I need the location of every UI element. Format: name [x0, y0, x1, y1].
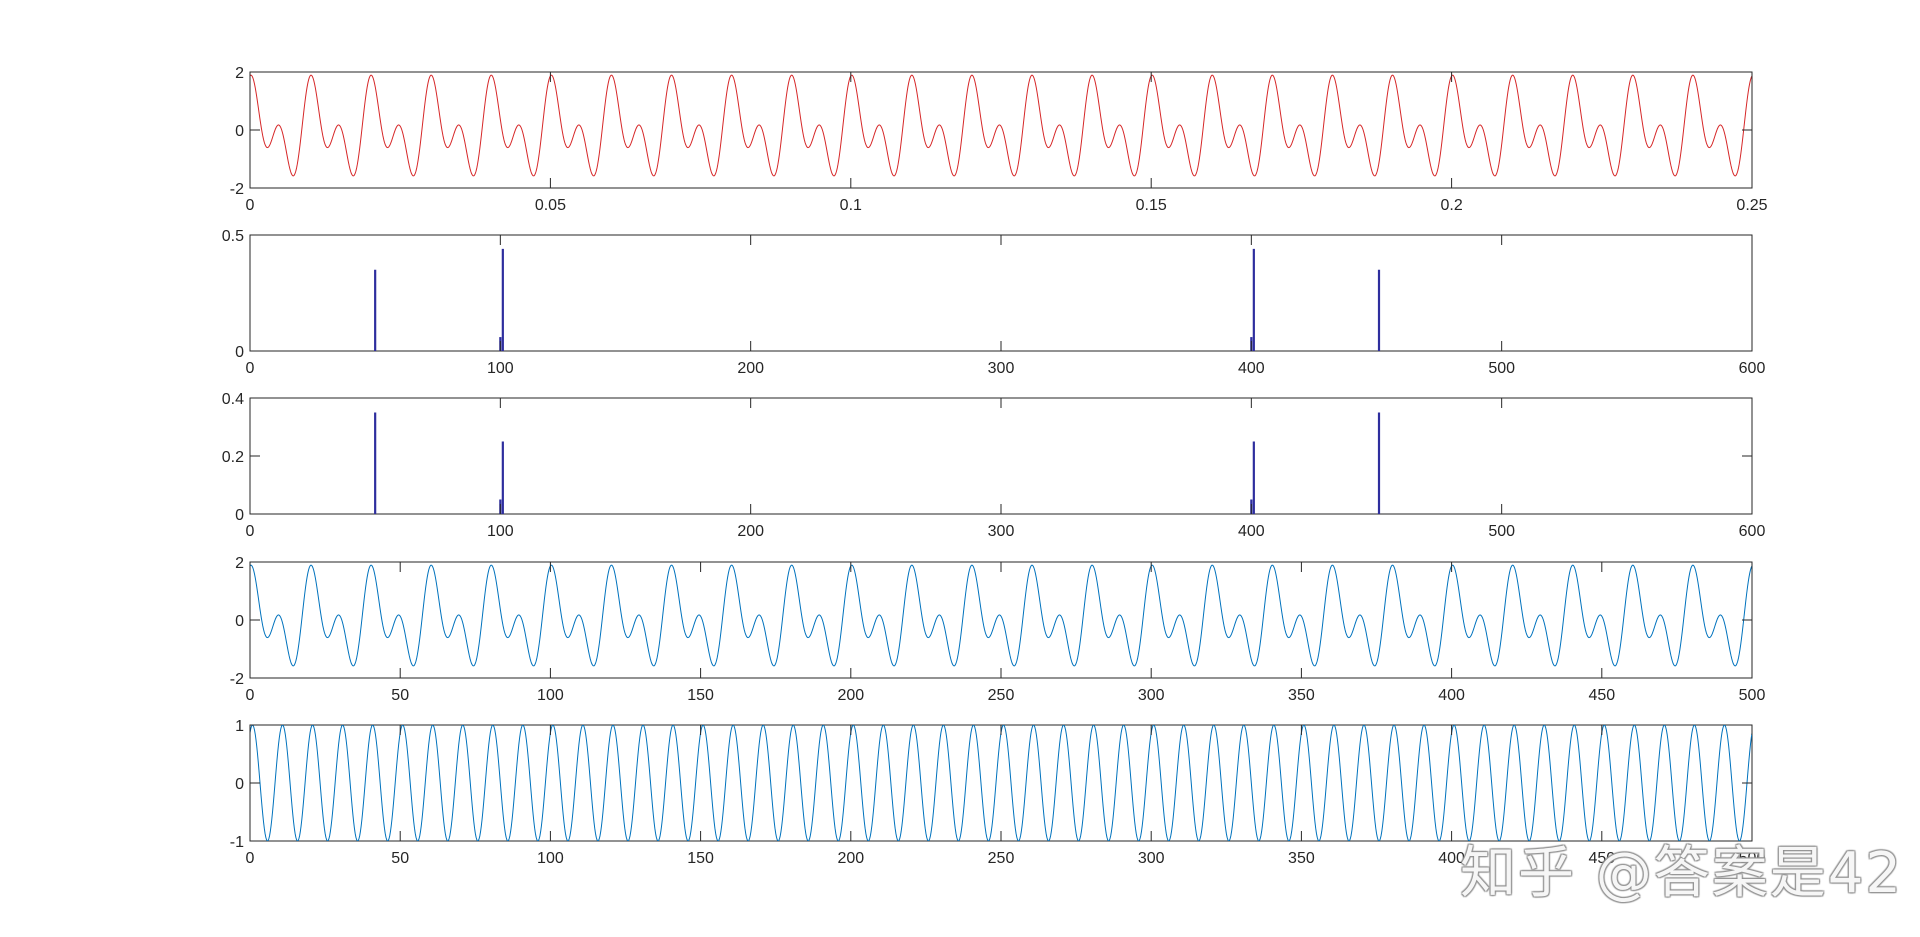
- x-tick-label: 300: [988, 360, 1015, 377]
- x-tick-label: 50: [391, 850, 409, 867]
- y-tick-label: 1: [235, 718, 244, 735]
- x-tick-label: 350: [1288, 687, 1315, 704]
- x-tick-label: 500: [1739, 687, 1766, 704]
- x-tick-label: 400: [1238, 360, 1265, 377]
- x-tick-label: 50: [391, 687, 409, 704]
- x-tick-label: 150: [687, 687, 714, 704]
- x-tick-label: 400: [1238, 523, 1265, 540]
- x-tick-label: 300: [988, 523, 1015, 540]
- x-tick-label: 450: [1588, 850, 1615, 867]
- y-tick-label: -2: [230, 181, 244, 198]
- x-tick-label: 100: [487, 523, 514, 540]
- axes-frame: [249, 234, 1753, 352]
- x-tick-label: 600: [1739, 360, 1766, 377]
- y-tick-label: 0: [235, 776, 244, 793]
- x-tick-label: 100: [537, 687, 564, 704]
- x-tick-label: 200: [737, 360, 764, 377]
- y-tick-label: 2: [235, 555, 244, 572]
- x-tick-label: 600: [1739, 523, 1766, 540]
- x-tick-label: 300: [1138, 850, 1165, 867]
- x-tick-label: 100: [537, 850, 564, 867]
- x-tick-label: 0: [246, 850, 255, 867]
- axes-4: 0 50 100 150 200 250 300 350 400 450 500-202: [230, 555, 1766, 704]
- x-tick-label: 500: [1739, 850, 1766, 867]
- x-tick-label: 0.15: [1136, 197, 1167, 214]
- y-tick-label: 0: [235, 613, 244, 630]
- x-tick-label: 400: [1438, 687, 1465, 704]
- y-tick-label: 0.2: [222, 449, 244, 466]
- x-tick-label: 0.25: [1736, 197, 1767, 214]
- x-tick-label: 200: [837, 687, 864, 704]
- x-tick-label: 350: [1288, 850, 1315, 867]
- y-tick-label: 0.4: [222, 391, 244, 408]
- y-tick-label: 0.5: [222, 228, 244, 245]
- axes-frame: [249, 724, 1753, 842]
- x-tick-label: 450: [1588, 687, 1615, 704]
- y-tick-label: -1: [230, 834, 244, 851]
- x-tick-label: 500: [1488, 360, 1515, 377]
- x-tick-label: 0.1: [840, 197, 862, 214]
- x-tick-label: 150: [687, 850, 714, 867]
- y-tick-label: 2: [235, 65, 244, 82]
- x-tick-label: 500: [1488, 523, 1515, 540]
- x-tick-label: 0.2: [1440, 197, 1462, 214]
- y-tick-label: -2: [230, 671, 244, 688]
- x-tick-label: 200: [837, 850, 864, 867]
- x-tick-label: 0: [246, 687, 255, 704]
- x-tick-label: 0: [246, 197, 255, 214]
- axes-1: 0 0.05 0.1 0.15 0.2 0.25-202: [230, 65, 1768, 214]
- axes-frame: [249, 71, 1753, 189]
- x-tick-label: 300: [1138, 687, 1165, 704]
- axes-5: 0 50 100 150 200 250 300 350 400 450 500-101: [230, 718, 1766, 867]
- watermark: 知乎 @答案是42: [1460, 841, 1904, 906]
- x-tick-label: 100: [487, 360, 514, 377]
- axes-frame: [249, 561, 1753, 679]
- x-tick-label: 0.05: [535, 197, 566, 214]
- y-tick-label: 0: [235, 123, 244, 140]
- x-tick-label: 400: [1438, 850, 1465, 867]
- axes-frame: [249, 397, 1753, 515]
- y-tick-label: 0: [235, 344, 244, 361]
- series-line-1: [250, 74, 1752, 177]
- axes-2: 0 100 200 300 400 500 600 0 0.5: [222, 228, 1766, 377]
- axes-3: 0 100 200 300 400 500 600 0 0.2 0.4: [222, 391, 1766, 540]
- y-tick-label: 0: [235, 507, 244, 524]
- x-tick-label: 250: [988, 850, 1015, 867]
- x-tick-label: 250: [988, 687, 1015, 704]
- x-tick-label: 0: [246, 523, 255, 540]
- x-tick-label: 0: [246, 360, 255, 377]
- x-tick-label: 200: [737, 523, 764, 540]
- series-line-1: [250, 564, 1752, 667]
